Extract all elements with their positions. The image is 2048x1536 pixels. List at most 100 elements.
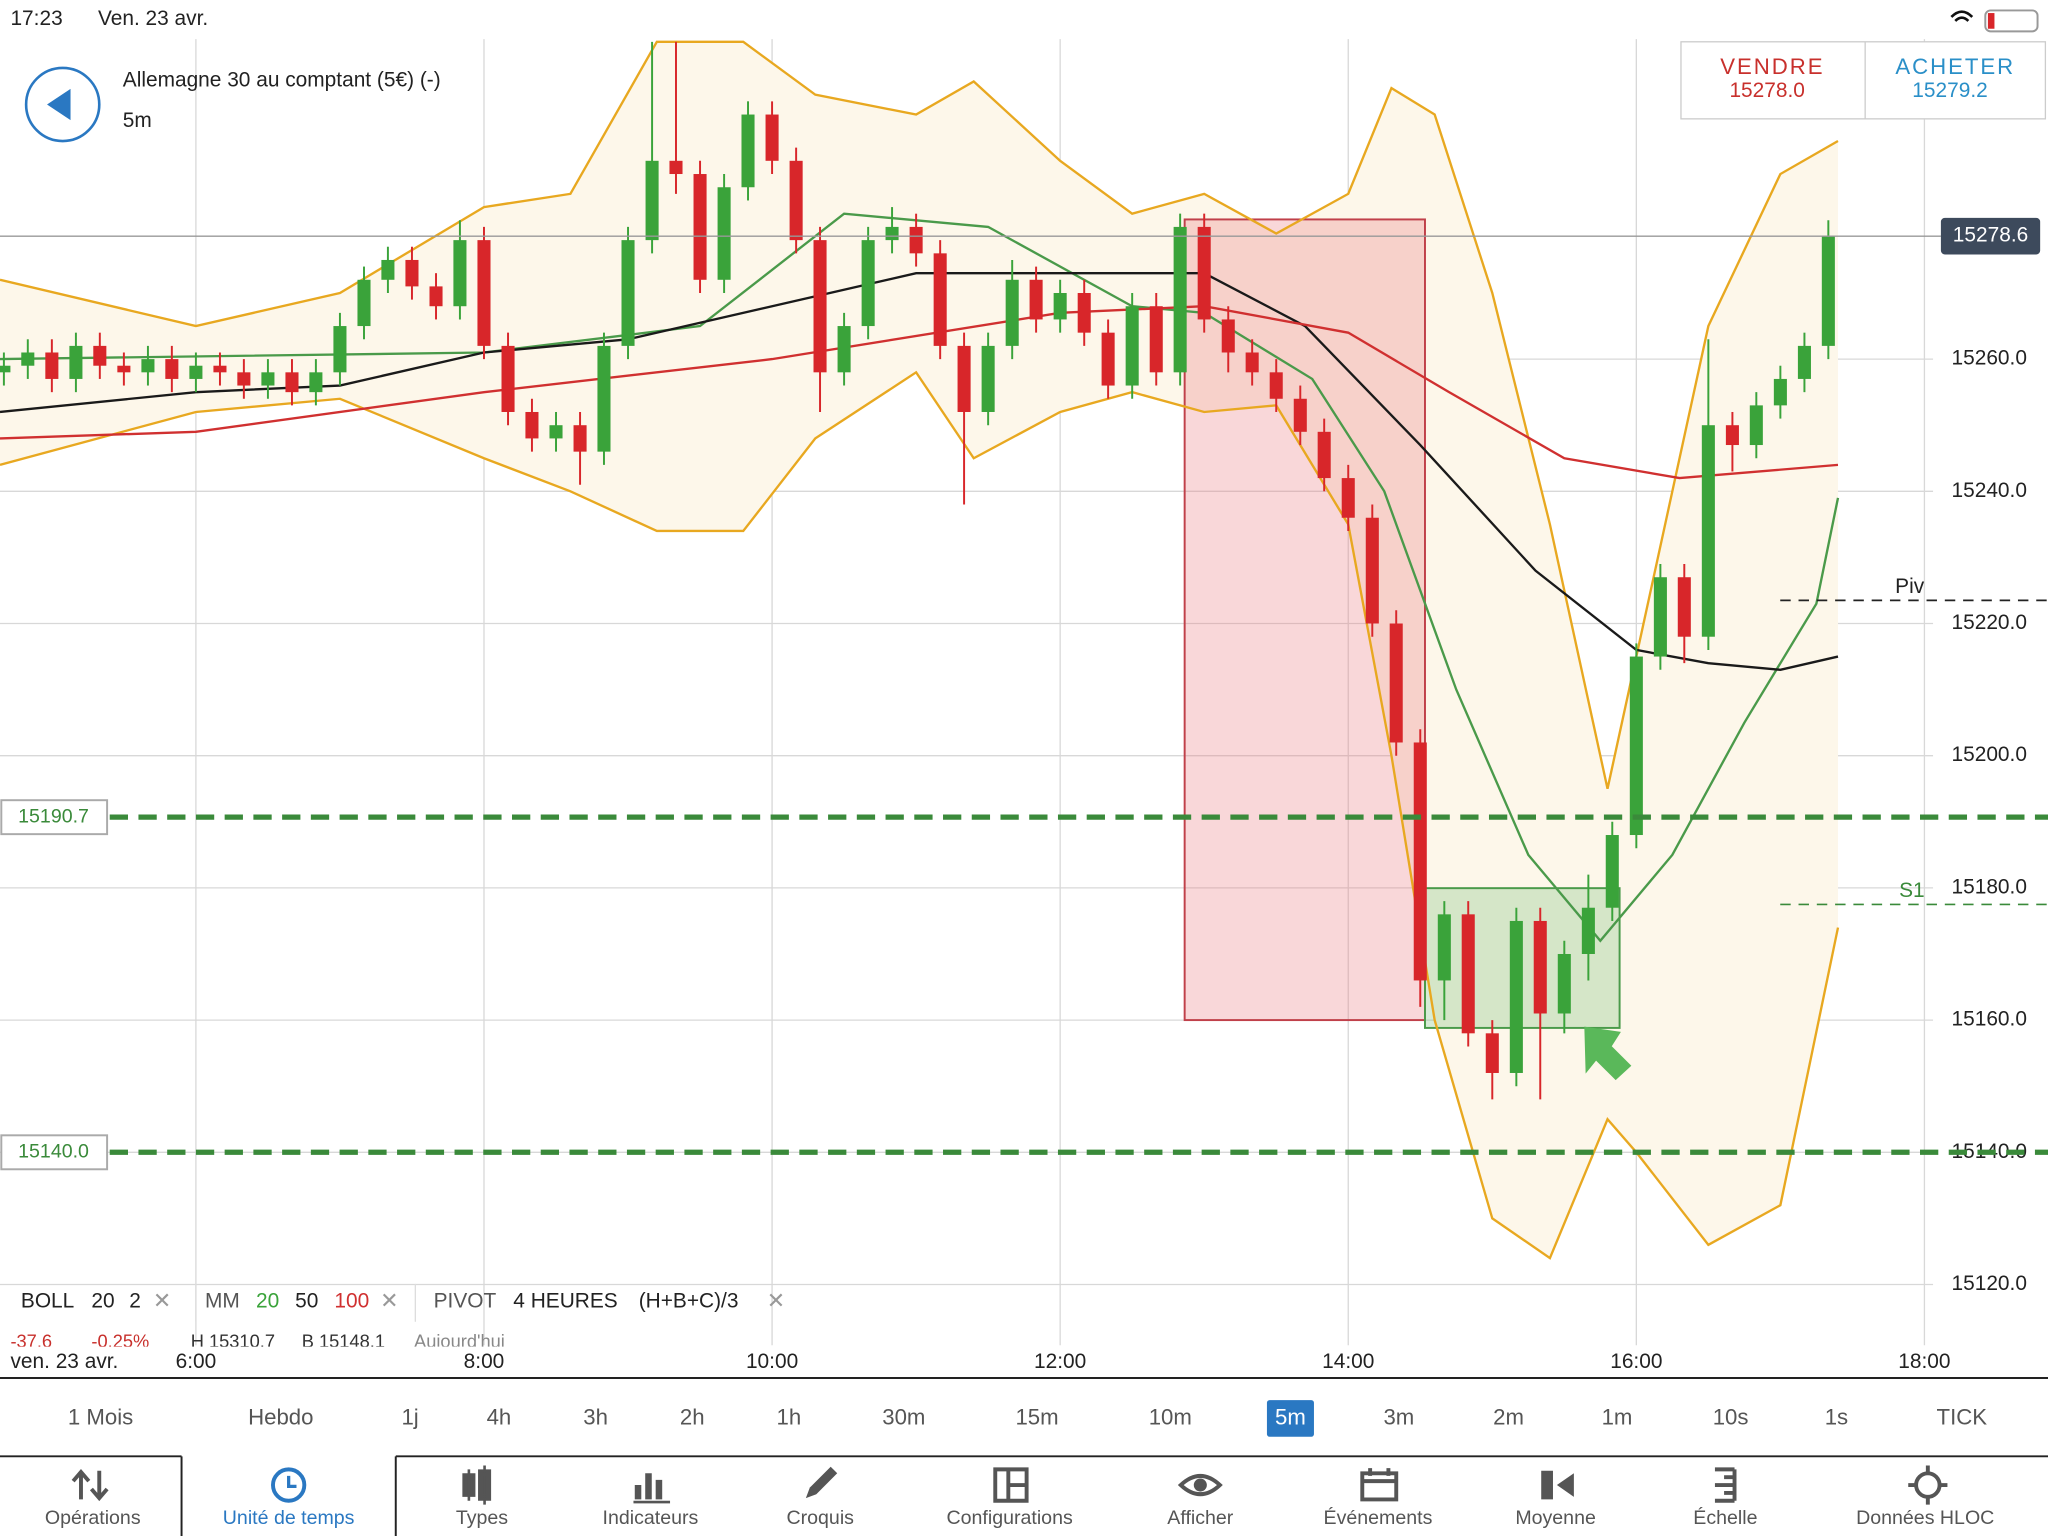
instrument: Allemagne 30 au comptant (5€) (-) <box>123 68 441 91</box>
band <box>0 41 1838 1259</box>
toolbar-item[interactable]: Opérations <box>45 1507 141 1529</box>
remove-icon[interactable]: ✕ <box>153 1288 172 1313</box>
legend-mm-100: 100 <box>334 1290 369 1313</box>
timeframe[interactable]: 10m <box>1149 1404 1192 1429</box>
candle-body <box>885 226 899 241</box>
candle-body <box>309 372 323 393</box>
candle-body <box>621 240 635 346</box>
s1-label: S1 <box>1899 879 1925 902</box>
candle-body <box>1101 332 1115 386</box>
timeframe[interactable]: 1 Mois <box>68 1404 133 1429</box>
timeframe[interactable]: Hebdo <box>248 1404 313 1429</box>
y-tick-label: 15220.0 <box>1951 611 2026 634</box>
y-tick-label: 15180.0 <box>1951 875 2026 898</box>
battery-level <box>1987 13 1995 29</box>
buy-button[interactable]: ACHETER 15279.2 <box>1895 54 2015 102</box>
y-tick-label: 15160.0 <box>1951 1008 2026 1031</box>
toolbar-item[interactable]: Événements <box>1324 1506 1433 1529</box>
candle-body <box>1725 425 1739 446</box>
toolbar-item[interactable]: Échelle <box>1693 1506 1757 1529</box>
legend-boll: BOLL <box>21 1290 74 1313</box>
stat-low: B 15148.1 <box>302 1331 385 1352</box>
last-price-label: 15278.6 <box>1953 224 2028 247</box>
candle-body <box>1533 920 1547 1014</box>
icon-average <box>1541 1470 1574 1500</box>
date-label: ven. 23 avr. <box>10 1350 118 1373</box>
icon-clock <box>271 1467 307 1503</box>
toolbar-item[interactable]: Données HLOC <box>1856 1507 1994 1529</box>
candle-body <box>1197 226 1211 320</box>
pivot-label: Piv <box>1895 575 1925 598</box>
candle-body <box>1269 372 1283 399</box>
remove-icon[interactable]: ✕ <box>767 1288 786 1313</box>
last-price-box <box>1940 217 2041 255</box>
timeframe[interactable]: 1j <box>401 1404 418 1429</box>
candle-body <box>741 114 755 188</box>
header-timeframe: 5m <box>123 109 152 132</box>
candle-body <box>1653 577 1667 657</box>
candle-body <box>261 372 275 386</box>
candle-body <box>981 345 995 412</box>
candle-body <box>333 326 347 373</box>
candle-body <box>69 345 83 379</box>
timeframe[interactable]: 3m <box>1383 1404 1414 1429</box>
candle-body <box>1701 425 1715 637</box>
legend-boll-period: 20 <box>91 1290 114 1313</box>
candle-body <box>1485 1033 1499 1073</box>
timeframe[interactable]: TICK <box>1937 1404 1988 1429</box>
candle-body <box>957 345 971 412</box>
candle-body <box>453 240 467 307</box>
level-label: 15140.0 <box>18 1140 89 1162</box>
candle-body <box>141 359 155 373</box>
candle-body <box>1221 319 1235 353</box>
stat-period: Aujourd'hui <box>414 1331 505 1352</box>
status-time: 17:23 <box>10 7 62 30</box>
timeframe[interactable]: 1h <box>777 1404 802 1429</box>
candle-body <box>1005 279 1019 346</box>
toolbar-item[interactable]: Unité de temps <box>223 1507 355 1529</box>
candle-body <box>1317 431 1331 479</box>
toolbar-item[interactable]: Indicateurs <box>603 1507 699 1529</box>
toolbar-item[interactable]: Afficher <box>1167 1507 1233 1529</box>
timeframe[interactable]: 2h <box>680 1404 705 1429</box>
toolbar-item[interactable]: Configurations <box>947 1507 1073 1529</box>
quote-box <box>1680 41 2047 120</box>
status-date: Ven. 23 avr. <box>98 7 208 30</box>
candle-body <box>165 359 179 379</box>
y-tick-label: 15200.0 <box>1951 743 2026 766</box>
sell-button[interactable]: VENDRE 15278.0 <box>1720 54 1824 102</box>
toolbar-item[interactable]: Types <box>456 1507 508 1529</box>
timeframe[interactable]: 4h <box>487 1404 512 1429</box>
candle-body <box>813 240 827 373</box>
icon-types <box>462 1465 492 1505</box>
x-tick-label: 18:00 <box>1898 1350 1950 1373</box>
back-icon <box>47 88 71 121</box>
timeframe[interactable]: 2m <box>1493 1404 1524 1429</box>
timeframe[interactable]: 3h <box>583 1404 608 1429</box>
remove-icon[interactable]: ✕ <box>380 1288 399 1313</box>
stat-high: H 15310.7 <box>191 1331 275 1352</box>
icon-scale <box>1714 1467 1737 1503</box>
candle-body <box>213 365 227 373</box>
candle-body <box>1605 835 1619 908</box>
level-label: 15190.7 <box>18 805 89 827</box>
x-tick-label: 6:00 <box>176 1350 217 1373</box>
sell-label: VENDRE <box>1720 54 1824 79</box>
legend-mm-20: 20 <box>256 1290 279 1313</box>
candle-body <box>1629 656 1643 836</box>
toolbar-item[interactable]: Moyenne <box>1515 1507 1596 1529</box>
candle-body <box>861 240 875 327</box>
y-tick-label: 15260.0 <box>1951 347 2026 370</box>
toolbar-item[interactable]: Croquis <box>787 1507 855 1529</box>
timeframe[interactable]: 1s <box>1825 1404 1848 1429</box>
x-tick-label: 12:00 <box>1034 1350 1086 1373</box>
timeframe[interactable]: 30m <box>882 1404 925 1429</box>
candle-body <box>1461 914 1475 1034</box>
timeframe[interactable]: 15m <box>1015 1404 1058 1429</box>
timeframe[interactable]: 1m <box>1602 1404 1633 1429</box>
candle-body <box>573 425 587 452</box>
timeframe[interactable]: 5m <box>1275 1404 1306 1429</box>
icon-operations <box>71 1468 109 1502</box>
candle-body <box>1773 378 1787 406</box>
timeframe[interactable]: 10s <box>1713 1404 1749 1429</box>
